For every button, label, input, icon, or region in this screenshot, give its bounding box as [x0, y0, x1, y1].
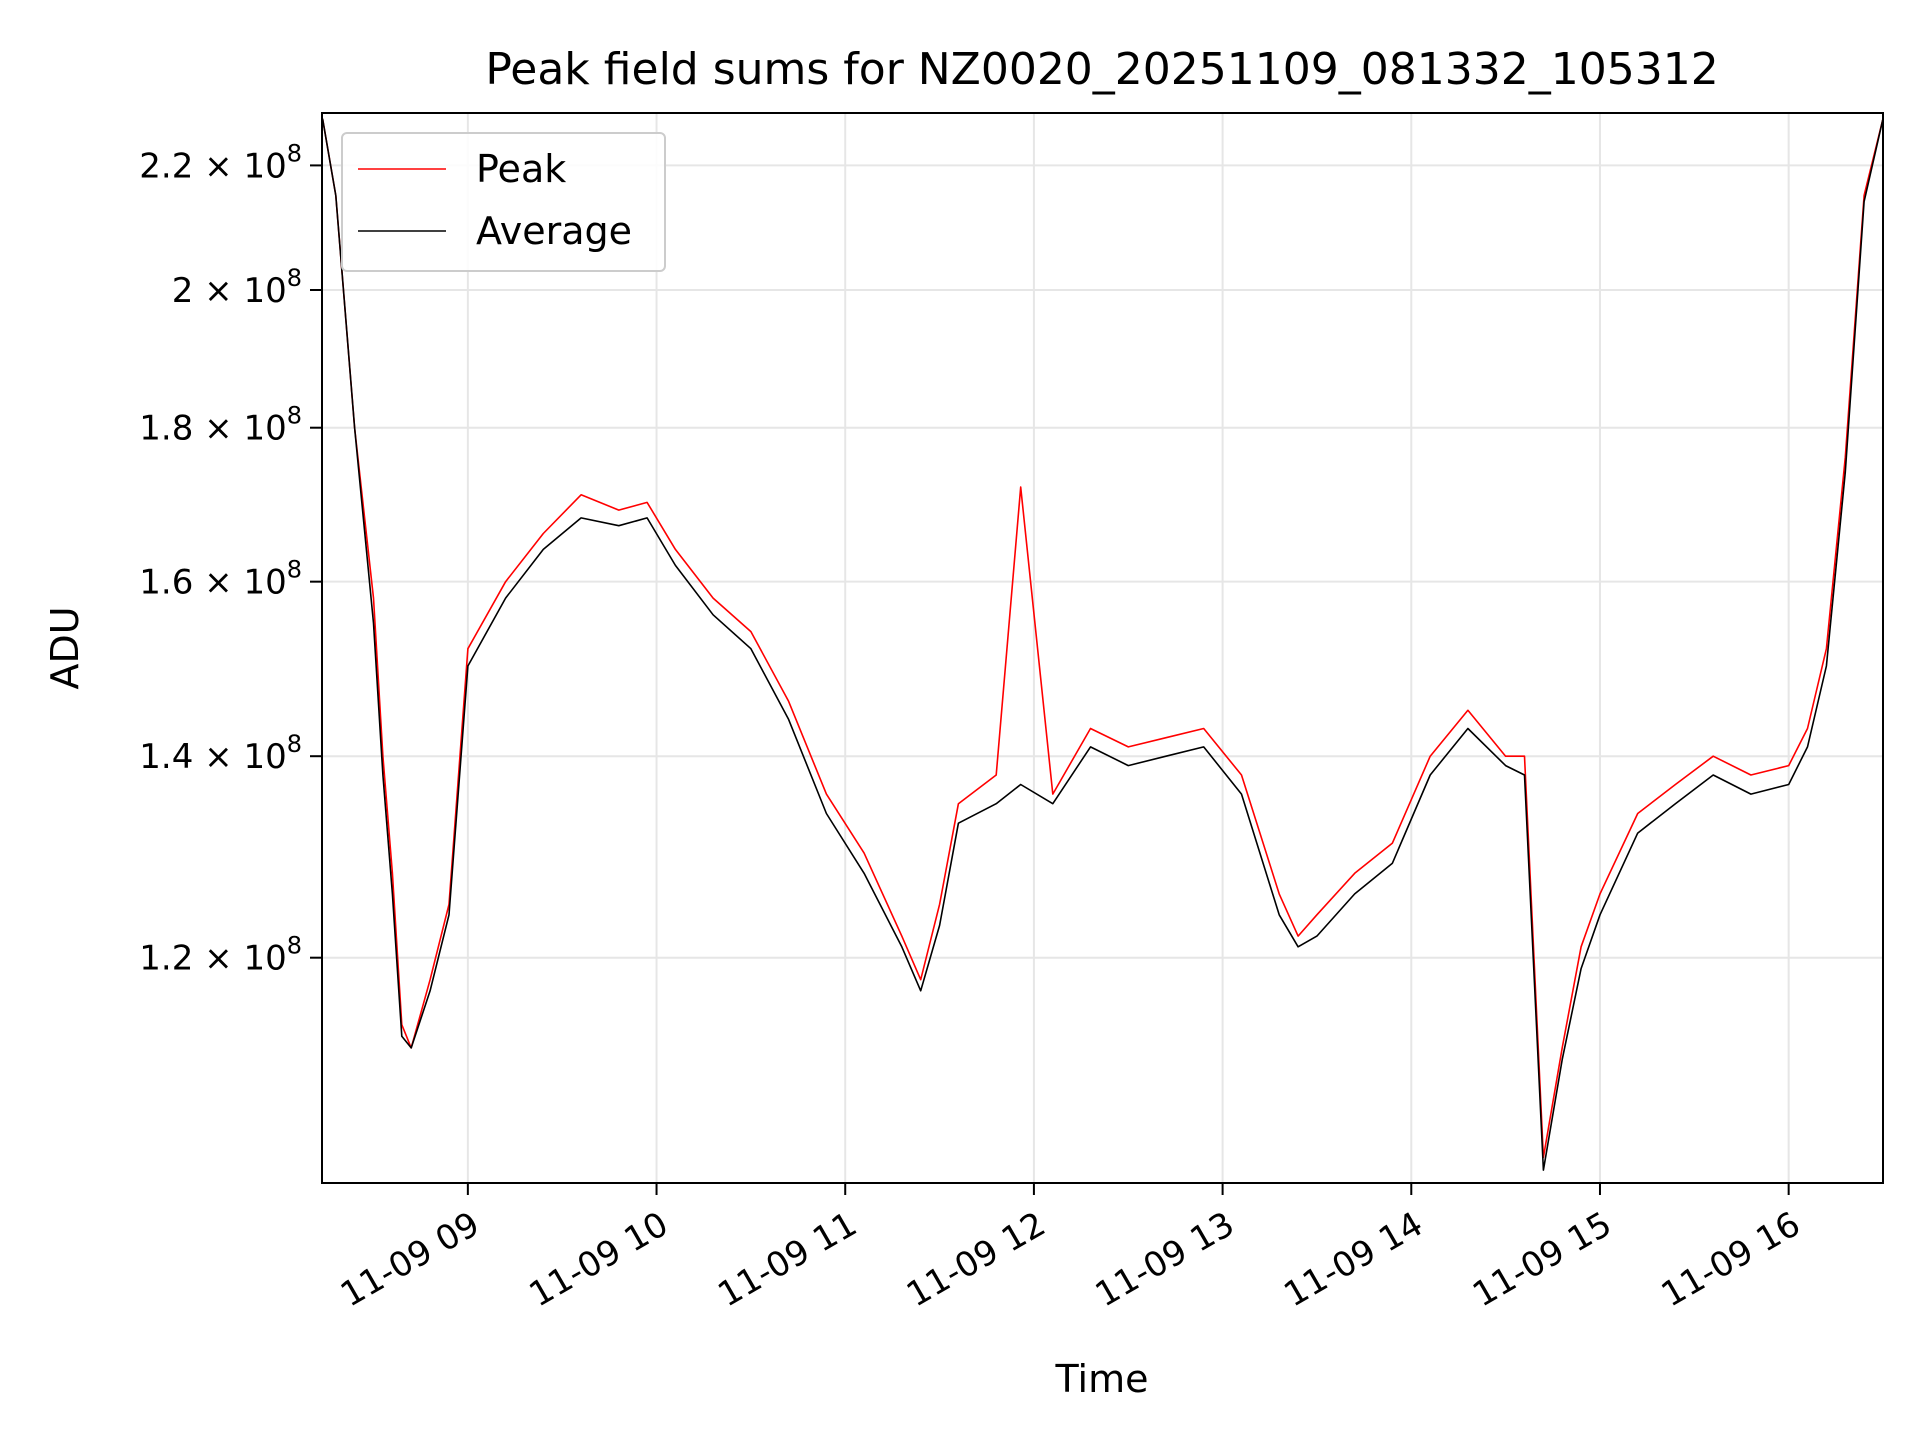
y-tick-label: 1.2 × 108	[139, 932, 302, 979]
y-tick-label: 1.4 × 108	[139, 730, 302, 777]
legend: Peak Average	[341, 132, 666, 272]
y-tick-label: 1.8 × 108	[139, 402, 302, 449]
series-line-average	[321, 118, 1884, 1171]
legend-label-peak: Peak	[476, 147, 566, 191]
legend-box	[341, 132, 666, 272]
chart-title: Peak field sums for NZ0020_20251109_0813…	[485, 44, 1718, 95]
y-tick-label: 1.6 × 108	[139, 556, 302, 603]
series-layer	[321, 118, 1884, 1171]
grid	[322, 113, 1883, 1183]
y-axis: 1.2 × 108 1.4 × 108 1.6 × 108 1.8 × 108 2 × …	[139, 139, 322, 979]
y-axis-label: ADU	[43, 606, 87, 689]
y-tick-label: 2 × 108	[172, 264, 302, 311]
x-axis-label: Time	[1055, 1357, 1149, 1401]
legend-label-average: Average	[476, 209, 632, 253]
plot-frame	[321, 112, 1884, 1184]
series-line-peak	[321, 118, 1884, 1159]
y-tick-label: 2.2 × 108	[139, 139, 302, 186]
